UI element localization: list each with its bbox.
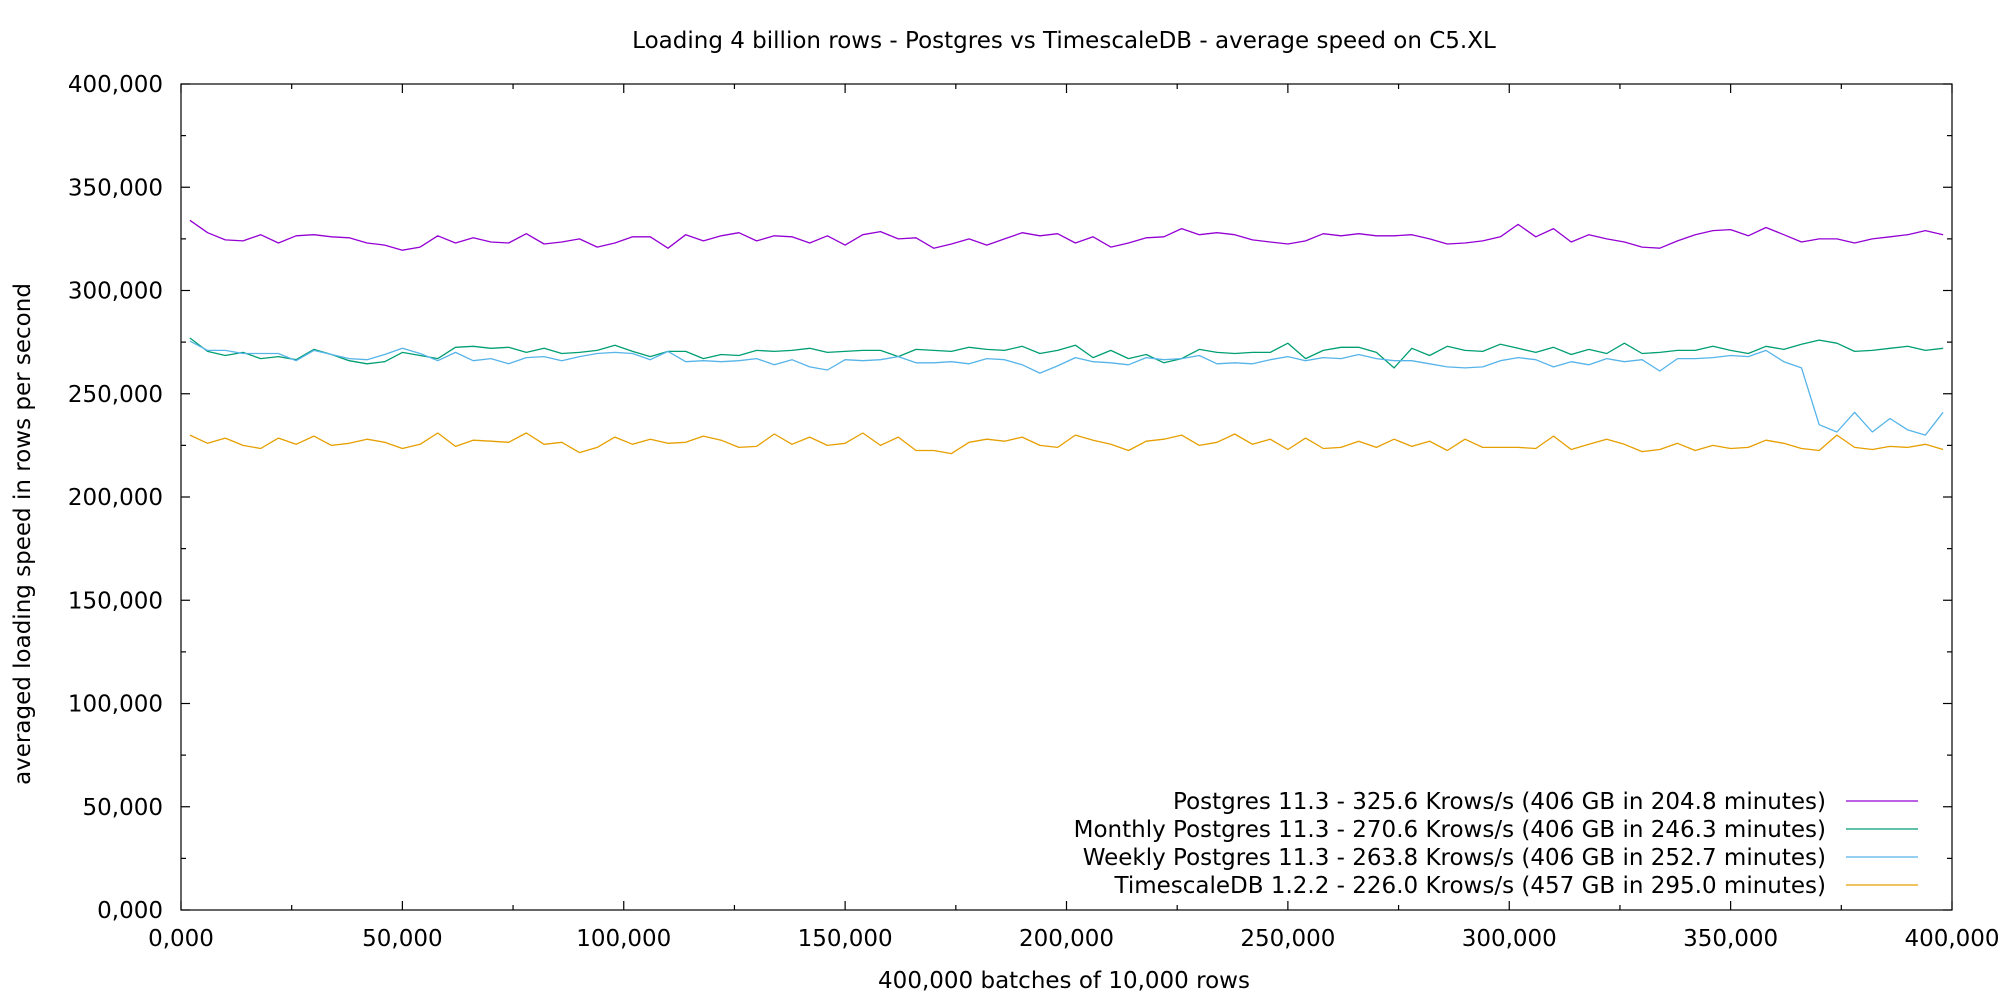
legend-entry-label: Monthly Postgres 11.3 - 270.6 Krows/s (4…	[1074, 817, 1826, 843]
legend: Postgres 11.3 - 325.6 Krows/s (406 GB in…	[1074, 789, 1918, 899]
x-tick-label: 150,000	[798, 926, 893, 952]
x-axis: 0,000 50,000 100,000 150,000 200,000 250,000 3…	[148, 84, 2000, 952]
x-tick-label: 200,000	[1019, 926, 1114, 952]
y-axis: 0,000 50,000 100,000 150,000 200,000 250,000 3…	[68, 72, 1952, 924]
series-lines	[189, 219, 1944, 455]
legend-entry-label: Postgres 11.3 - 325.6 Krows/s (406 GB in…	[1173, 789, 1826, 815]
y-tick-label: 100,000	[68, 692, 163, 718]
x-tick-label: 0,000	[148, 926, 214, 952]
x-tick-label: 350,000	[1683, 926, 1778, 952]
y-tick-label: 250,000	[68, 382, 163, 408]
x-tick-label: 250,000	[1240, 926, 1335, 952]
series-line-2	[189, 340, 1944, 436]
x-tick-label: 50,000	[362, 926, 442, 952]
x-tick-label: 100,000	[576, 926, 671, 952]
legend-entry-label: TimescaleDB 1.2.2 - 226.0 Krows/s (457 G…	[1114, 873, 1827, 899]
series-line-1	[189, 337, 1944, 369]
y-tick-label: 50,000	[83, 795, 163, 821]
y-tick-label: 350,000	[68, 175, 163, 201]
y-tick-label: 200,000	[68, 485, 163, 511]
chart-title: Loading 4 billion rows - Postgres vs Tim…	[632, 28, 1496, 54]
y-tick-label: 150,000	[68, 588, 163, 614]
series-line-0	[189, 219, 1944, 251]
y-tick-label: 300,000	[68, 279, 163, 305]
y-tick-label: 400,000	[68, 72, 163, 98]
legend-entry-label: Weekly Postgres 11.3 - 263.8 Krows/s (40…	[1083, 845, 1826, 871]
x-tick-label: 300,000	[1462, 926, 1557, 952]
y-axis-label: averaged loading speed in rows per secon…	[10, 283, 36, 785]
series-line-3	[189, 432, 1944, 455]
x-tick-label: 400,000	[1904, 926, 1999, 952]
plot-frame	[180, 83, 1953, 911]
y-tick-label: 0,000	[97, 898, 163, 924]
x-axis-label: 400,000 batches of 10,000 rows	[878, 968, 1250, 994]
